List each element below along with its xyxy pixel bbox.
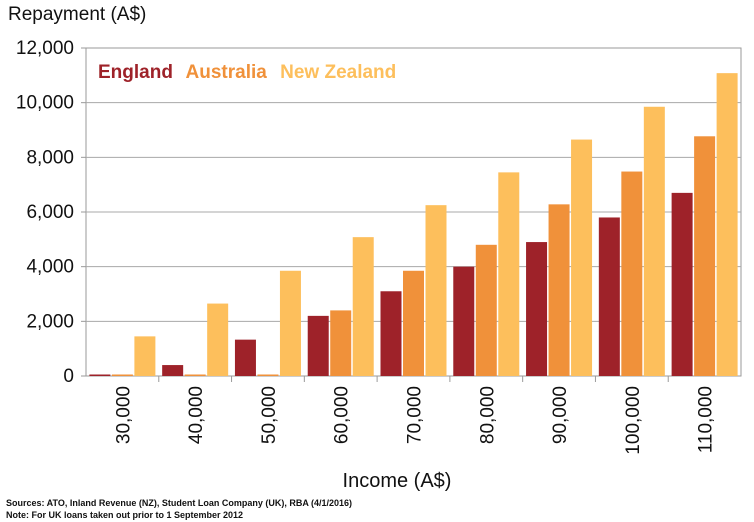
- bar-australia: [111, 374, 133, 376]
- bar-england: [162, 365, 184, 376]
- bar-england: [234, 339, 256, 376]
- y-tick-label: 2,000: [26, 311, 74, 332]
- bar-australia: [184, 374, 206, 376]
- bar-england: [526, 242, 548, 376]
- bar-england: [671, 192, 693, 376]
- bar-new-zealand: [352, 237, 374, 376]
- y-tick-label: 12,000: [16, 38, 74, 59]
- x-tick-label: 60,000: [332, 386, 353, 444]
- x-tick-label: 70,000: [405, 386, 426, 444]
- bar-new-zealand: [643, 106, 665, 377]
- bar-new-zealand: [571, 139, 593, 376]
- bar-england: [307, 315, 329, 376]
- bar-australia: [257, 374, 279, 376]
- bar-australia: [548, 204, 570, 376]
- bar-england: [380, 291, 402, 376]
- y-tick-label: 4,000: [26, 257, 74, 278]
- y-tick-label: 0: [63, 366, 74, 387]
- x-tick-label: 40,000: [186, 386, 207, 444]
- note-text: Note: For UK loans taken out prior to 1 …: [6, 510, 244, 520]
- bar-australia: [694, 136, 716, 376]
- legend-england: England: [98, 62, 173, 83]
- bar-new-zealand: [425, 205, 447, 376]
- footnote: Sources: ATO, Inland Revenue (NZ), Stude…: [6, 497, 352, 521]
- legend: England Australia New Zealand: [98, 62, 404, 84]
- legend-new-zealand: New Zealand: [280, 62, 397, 83]
- x-tick-label: 100,000: [623, 386, 644, 455]
- bar-australia: [330, 310, 352, 376]
- x-tick-label: 90,000: [550, 386, 571, 444]
- bar-australia: [621, 171, 643, 376]
- sources-text: Sources: ATO, Inland Revenue (NZ), Stude…: [6, 498, 353, 508]
- x-tick-label: 80,000: [477, 386, 498, 444]
- y-tick-label: 10,000: [16, 93, 74, 114]
- bar-australia: [475, 244, 497, 376]
- bar-new-zealand: [279, 270, 301, 376]
- bar-new-zealand: [134, 336, 156, 376]
- y-axis-label: Repayment (A$): [8, 4, 147, 25]
- y-tick-label: 6,000: [26, 202, 74, 223]
- x-axis-label: Income (A$): [342, 470, 452, 492]
- bar-new-zealand: [207, 303, 229, 376]
- bar-england: [89, 374, 111, 376]
- bar-new-zealand: [498, 172, 520, 376]
- legend-australia: Australia: [185, 62, 267, 83]
- x-tick-label: 30,000: [113, 386, 134, 444]
- x-tick-label: 50,000: [259, 386, 280, 444]
- bar-england: [598, 217, 620, 376]
- bar-new-zealand: [716, 73, 738, 376]
- bar-australia: [403, 270, 424, 376]
- x-tick-label: 110,000: [696, 386, 717, 453]
- bar-england: [453, 266, 475, 376]
- y-tick-label: 8,000: [26, 147, 74, 168]
